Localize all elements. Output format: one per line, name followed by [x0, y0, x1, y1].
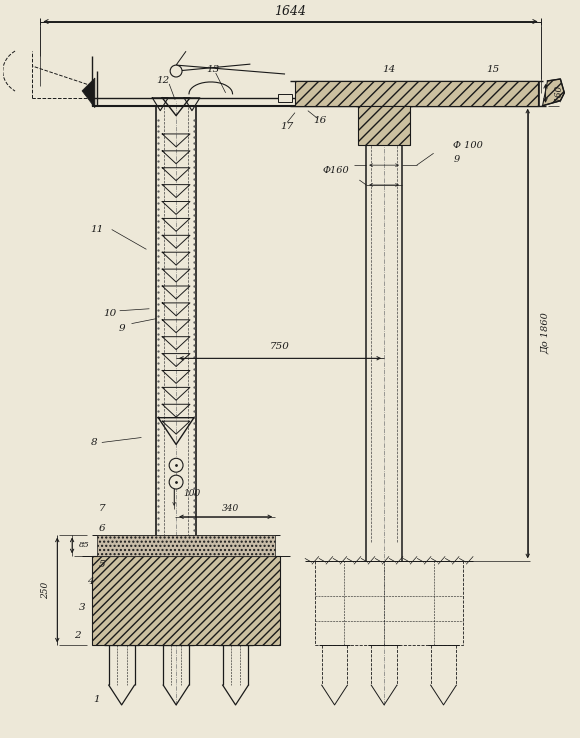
Text: 12: 12 — [157, 77, 170, 86]
Text: 7: 7 — [99, 504, 105, 514]
Text: 8: 8 — [90, 438, 97, 447]
Text: Φ160: Φ160 — [322, 165, 349, 175]
Text: 100: 100 — [183, 489, 201, 498]
Text: 5: 5 — [99, 560, 105, 569]
Text: 14: 14 — [382, 64, 396, 74]
Text: 340: 340 — [222, 504, 239, 514]
Text: 3: 3 — [79, 604, 85, 613]
Bar — [358, 106, 410, 145]
Text: 1: 1 — [93, 695, 100, 705]
Polygon shape — [82, 78, 95, 108]
Text: 13: 13 — [206, 64, 219, 74]
Bar — [315, 562, 463, 646]
Text: 15: 15 — [487, 64, 499, 74]
Text: 17: 17 — [280, 122, 293, 131]
Text: 1644: 1644 — [274, 5, 306, 18]
Text: 250: 250 — [41, 582, 50, 599]
Bar — [295, 81, 538, 106]
Text: 11: 11 — [90, 225, 103, 234]
Bar — [92, 556, 280, 646]
Text: 9: 9 — [454, 155, 460, 164]
Text: Φ 100: Φ 100 — [454, 141, 483, 150]
Text: 4: 4 — [86, 576, 93, 586]
Text: 160: 160 — [554, 85, 563, 102]
Text: 750: 750 — [270, 342, 290, 351]
Text: 10: 10 — [103, 309, 117, 318]
Circle shape — [169, 458, 183, 472]
Text: 9: 9 — [118, 324, 125, 333]
Text: 6: 6 — [99, 524, 105, 533]
Bar — [97, 534, 275, 556]
Text: До 1860: До 1860 — [541, 313, 550, 354]
Text: 85: 85 — [79, 542, 89, 550]
Text: 2: 2 — [74, 631, 81, 640]
Polygon shape — [542, 79, 564, 106]
Circle shape — [170, 65, 182, 77]
Bar — [278, 94, 292, 102]
Circle shape — [169, 475, 183, 489]
Text: 16: 16 — [313, 116, 327, 125]
